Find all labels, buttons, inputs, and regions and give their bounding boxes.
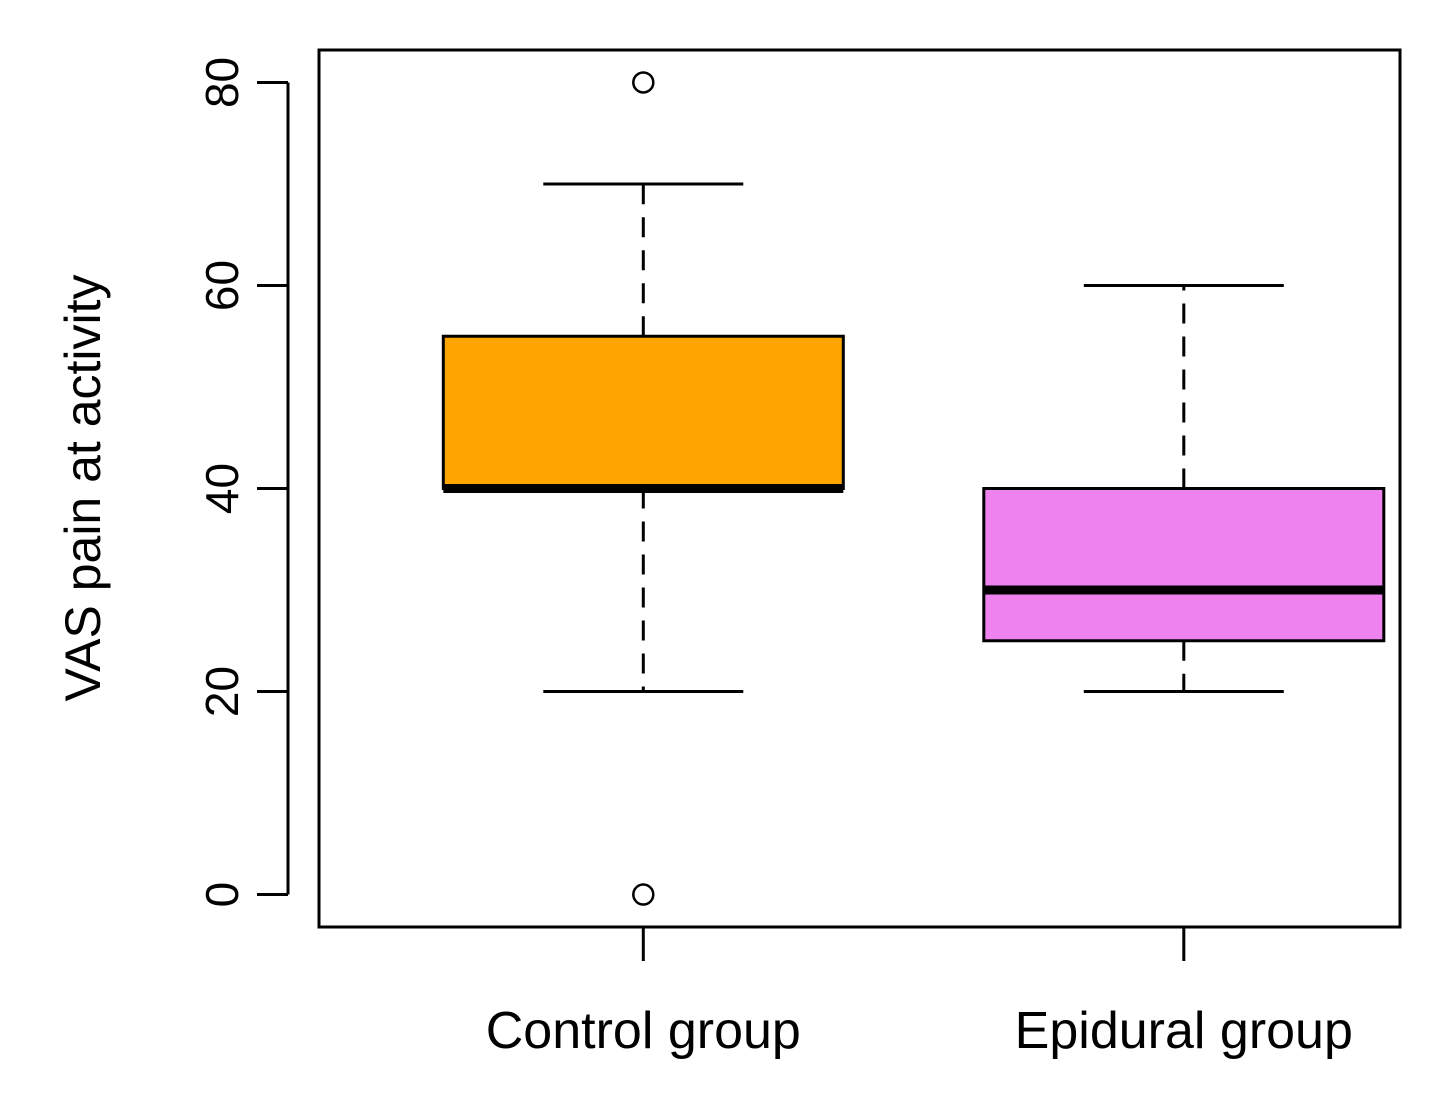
outlier-1-1 — [632, 71, 655, 94]
y-axis: 0 20 40 60 80 — [196, 57, 290, 908]
plot-frame — [317, 48, 1402, 929]
y-tick-label-60: 60 — [196, 260, 248, 311]
y-tick-label-80: 80 — [196, 57, 248, 108]
box-group-1 — [441, 71, 845, 906]
x-axis: Control group Epidural group — [486, 927, 1353, 1060]
box-2 — [982, 487, 1386, 643]
box-group-2 — [982, 283, 1386, 694]
boxes — [441, 71, 1386, 906]
x-tick-label-1: Control group — [486, 1002, 801, 1060]
y-tick-label-40: 40 — [196, 463, 248, 514]
y-tick-label-0: 0 — [196, 882, 248, 908]
x-tick-label-2: Epidural group — [1015, 1002, 1353, 1060]
y-tick-label-20: 20 — [196, 666, 248, 717]
box-1 — [441, 334, 845, 490]
outlier-1-2 — [632, 883, 655, 906]
y-axis-title: VAS pain at activity — [55, 274, 111, 701]
